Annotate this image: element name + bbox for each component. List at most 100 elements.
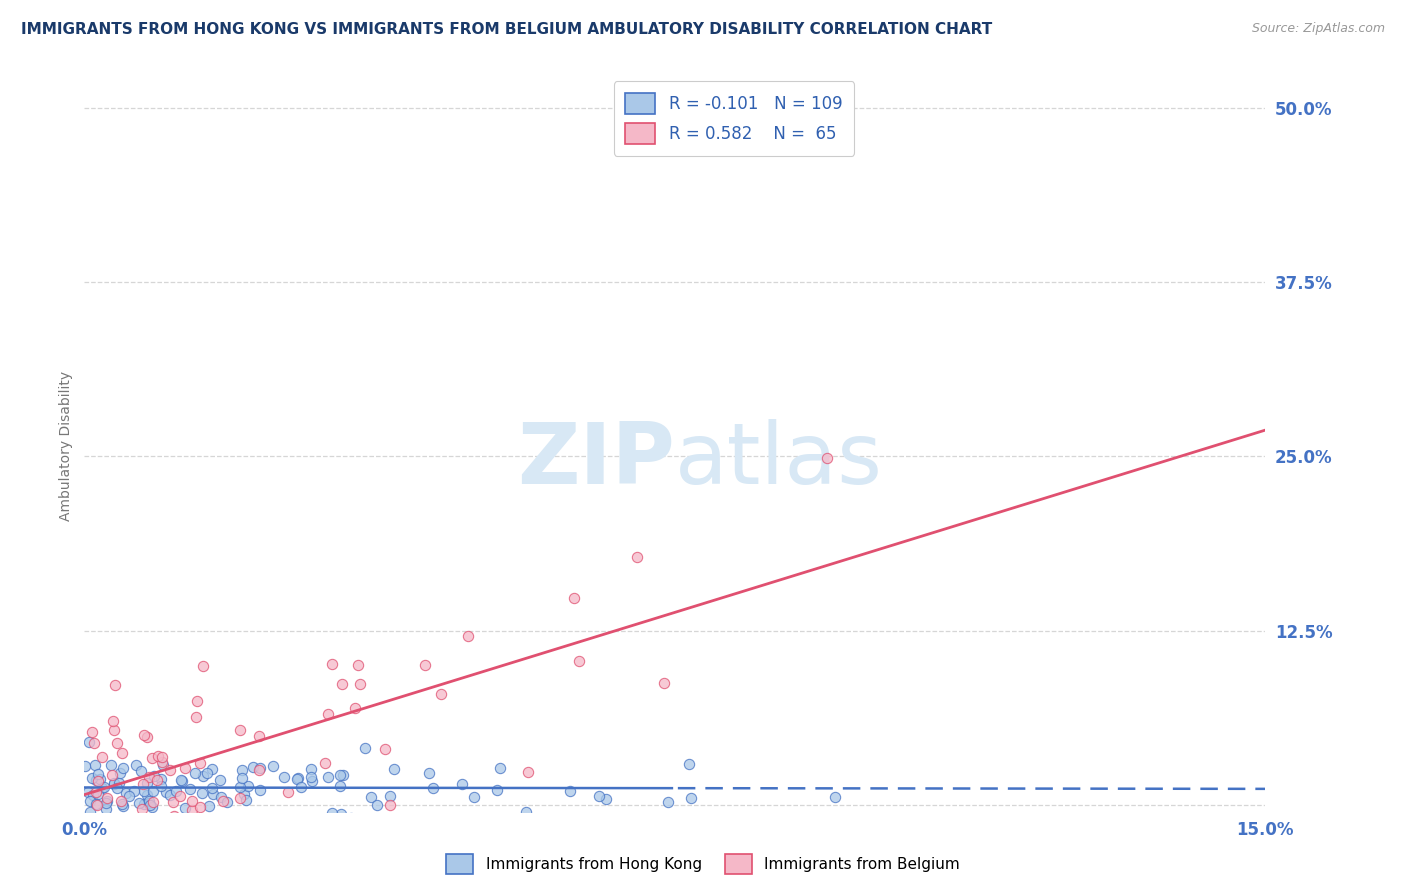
- Point: [235, 793, 257, 807]
- Point: [138, 796, 160, 810]
- Point: [105, 781, 128, 796]
- Point: [186, 694, 208, 708]
- Point: [87, 774, 110, 789]
- Point: [122, 783, 145, 797]
- Point: [172, 774, 194, 789]
- Point: [329, 779, 352, 793]
- Point: [197, 765, 219, 780]
- Point: [198, 798, 221, 813]
- Point: [105, 736, 128, 750]
- Point: [191, 658, 214, 673]
- Point: [111, 746, 134, 760]
- Point: [217, 795, 239, 809]
- Point: [191, 786, 214, 800]
- Point: [231, 763, 253, 777]
- Point: [77, 785, 100, 799]
- Point: [314, 756, 336, 771]
- Point: [100, 815, 122, 830]
- Point: [138, 794, 160, 808]
- Point: [515, 805, 537, 819]
- Point: [287, 772, 309, 786]
- Point: [451, 776, 474, 790]
- Point: [489, 761, 512, 775]
- Point: [141, 784, 163, 798]
- Point: [131, 764, 153, 778]
- Point: [190, 756, 212, 771]
- Point: [91, 750, 114, 764]
- Point: [101, 714, 124, 728]
- Point: [84, 797, 107, 811]
- Point: [360, 790, 382, 805]
- Point: [93, 780, 115, 794]
- Point: [652, 675, 675, 690]
- Point: [125, 758, 148, 772]
- Point: [560, 784, 582, 798]
- Legend: Immigrants from Hong Kong, Immigrants from Belgium: Immigrants from Hong Kong, Immigrants fr…: [440, 848, 966, 880]
- Point: [77, 735, 100, 749]
- Point: [463, 789, 485, 804]
- Point: [285, 772, 308, 787]
- Point: [681, 791, 703, 805]
- Point: [316, 706, 339, 721]
- Point: [155, 785, 177, 799]
- Point: [83, 758, 105, 772]
- Point: [262, 759, 284, 773]
- Point: [418, 766, 440, 780]
- Point: [339, 811, 361, 825]
- Point: [378, 797, 401, 812]
- Point: [354, 740, 377, 755]
- Point: [150, 779, 173, 793]
- Point: [249, 782, 271, 797]
- Point: [568, 654, 591, 668]
- Point: [86, 767, 108, 781]
- Point: [588, 789, 610, 803]
- Text: ZIP: ZIP: [517, 419, 675, 502]
- Text: atlas: atlas: [675, 419, 883, 502]
- Point: [134, 797, 156, 812]
- Point: [111, 797, 134, 811]
- Point: [165, 784, 187, 798]
- Point: [146, 772, 169, 787]
- Point: [457, 629, 479, 643]
- Point: [136, 776, 159, 790]
- Point: [174, 761, 197, 775]
- Point: [108, 775, 131, 789]
- Point: [249, 761, 271, 775]
- Point: [111, 799, 134, 814]
- Point: [181, 804, 204, 818]
- Point: [108, 765, 131, 780]
- Point: [332, 768, 354, 782]
- Point: [824, 789, 846, 804]
- Point: [329, 768, 352, 782]
- Point: [238, 779, 260, 793]
- Point: [626, 549, 648, 564]
- Point: [209, 790, 232, 805]
- Point: [349, 676, 371, 690]
- Point: [229, 790, 252, 805]
- Point: [184, 710, 207, 724]
- Point: [347, 658, 370, 673]
- Point: [131, 802, 153, 816]
- Point: [184, 766, 207, 780]
- Legend: R = -0.101   N = 109, R = 0.582    N =  65: R = -0.101 N = 109, R = 0.582 N = 65: [614, 81, 853, 156]
- Point: [118, 789, 141, 803]
- Point: [229, 780, 252, 795]
- Point: [249, 764, 271, 778]
- Point: [84, 785, 107, 799]
- Point: [173, 801, 195, 815]
- Point: [83, 736, 105, 750]
- Point: [366, 797, 388, 812]
- Point: [382, 762, 405, 776]
- Point: [141, 751, 163, 765]
- Point: [79, 795, 101, 809]
- Point: [142, 795, 165, 809]
- Point: [104, 678, 127, 692]
- Point: [136, 788, 159, 802]
- Point: [815, 451, 838, 466]
- Point: [330, 677, 353, 691]
- Point: [94, 801, 117, 815]
- Point: [212, 794, 235, 808]
- Point: [82, 789, 104, 803]
- Point: [84, 773, 107, 788]
- Point: [114, 786, 136, 800]
